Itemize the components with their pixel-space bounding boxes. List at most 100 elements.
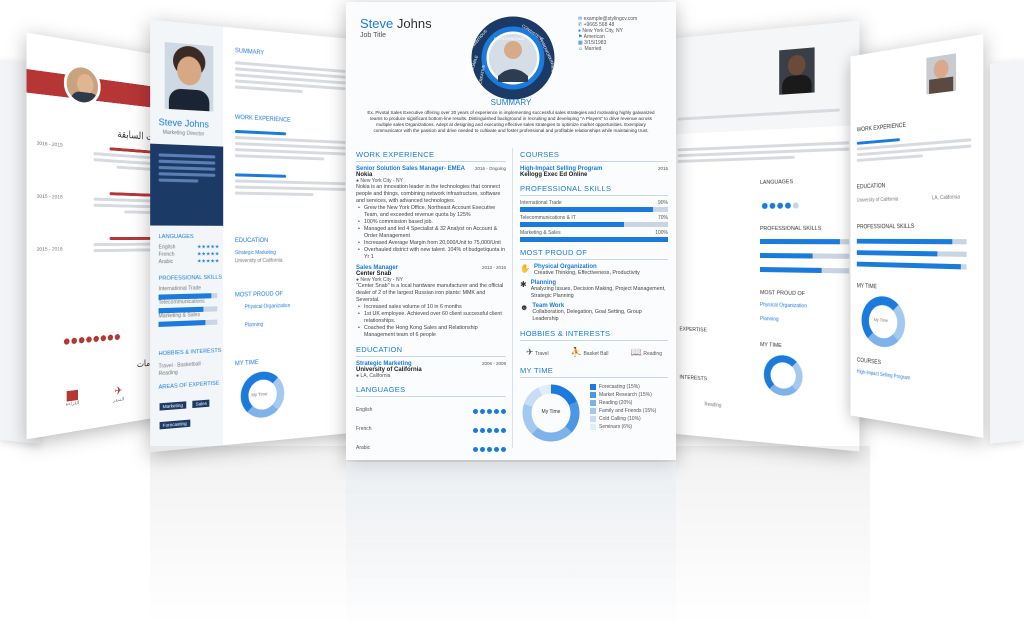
level-dot bbox=[473, 447, 478, 452]
skill-name: Marketing & Sales bbox=[520, 230, 561, 236]
right-language-dots bbox=[760, 195, 799, 214]
course-entry: High-Impact Selling Program 2016 Kellogg… bbox=[520, 166, 668, 178]
skills-list: International Trade 90% Telecommunications… bbox=[520, 200, 668, 242]
team-icon: ☻ bbox=[520, 303, 528, 323]
skill-bar-fill bbox=[520, 222, 624, 227]
far-right-work-title: WORK EXPERIENCE bbox=[857, 123, 906, 134]
far-right-courses-title: COURSES bbox=[857, 358, 881, 367]
far-right-work-lines bbox=[857, 129, 972, 165]
basketball-icon: ⛹ bbox=[571, 347, 582, 357]
hobbies-section-title: HOBBIES & INTERESTS bbox=[520, 329, 668, 341]
far-right-time-donut: My Time bbox=[862, 295, 906, 349]
hobby-reading: 📖 Reading bbox=[631, 347, 662, 358]
legend-swatch bbox=[590, 392, 596, 398]
arabic-hobby-2: ✈ السفر bbox=[113, 384, 124, 405]
avatar bbox=[926, 53, 956, 94]
skill-name: Telecommunications & IT bbox=[520, 215, 576, 221]
language-name: French bbox=[356, 426, 372, 432]
language-row: Arabic bbox=[356, 439, 506, 457]
left-work-lines bbox=[235, 127, 346, 200]
left-expertise-tags: Marketing Sales Forecasting bbox=[159, 391, 222, 433]
left-education-school: University of California bbox=[235, 258, 283, 266]
skill-row: Marketing & Sales 100% bbox=[520, 230, 668, 242]
badge-labels: RELIABLE AMBITIOUS HONEST CONSISTENT HAR… bbox=[456, 10, 572, 100]
skill-row: Telecommunications & IT 70% bbox=[520, 215, 668, 227]
main-resume-card[interactable]: Steve Johns Job Title RELIABLE AMBITIOUS… bbox=[346, 2, 676, 460]
arabic-year-3: 2015 - 2016 bbox=[37, 246, 63, 254]
legend-label: Family and Friends (15%) bbox=[599, 408, 656, 414]
far-right-course-name: High-Impact Selling Program bbox=[857, 369, 910, 383]
language-row: English bbox=[356, 401, 506, 419]
main-job-title: Job Title bbox=[360, 32, 386, 39]
far-right-time-title: MY TIME bbox=[857, 284, 877, 291]
proud-section-title: MOST PROUD OF bbox=[520, 248, 668, 260]
main-summary-text: Ex. Pivotal Sales Executive offering ove… bbox=[364, 110, 658, 134]
skill-percent: 100% bbox=[655, 230, 668, 236]
language-level bbox=[471, 401, 506, 419]
avatar bbox=[64, 62, 101, 108]
legend-swatch bbox=[590, 400, 596, 406]
avatar bbox=[779, 47, 814, 94]
ghost-sheet-right bbox=[990, 60, 1024, 444]
far-right-skills-title: PROFESSIONAL SKILLS bbox=[857, 224, 915, 230]
languages-list: English French Arabic bbox=[356, 401, 506, 457]
left-time-title: MY TIME bbox=[235, 360, 259, 367]
right-time-title: MY TIME bbox=[760, 342, 782, 349]
skill-bar-fill bbox=[520, 237, 668, 242]
proud-item: ✋ Physical Organization Creative Thinking… bbox=[520, 264, 668, 277]
time-legend: Forecasting (15%) Market Research (15%) Re… bbox=[590, 384, 670, 432]
skill-percent: 90% bbox=[658, 200, 668, 206]
legend-label: Reading (20%) bbox=[599, 400, 632, 406]
language-row: French bbox=[356, 420, 506, 438]
left-proud-title: MOST PROUD OF bbox=[235, 291, 283, 298]
time-section-title: MY TIME bbox=[520, 366, 668, 378]
skills-section-title: PROFESSIONAL SKILLS bbox=[520, 184, 668, 196]
time-slice bbox=[535, 429, 569, 437]
left-skills-title: PROFESSIONAL SKILLS bbox=[159, 275, 222, 282]
time-legend-item: Seminars (6%) bbox=[590, 424, 670, 430]
left-skills: International Trade Telecommunications M… bbox=[159, 285, 218, 327]
level-dot bbox=[480, 428, 485, 433]
far-right-resume-card[interactable]: WORK EXPERIENCE EDUCATION University of … bbox=[850, 34, 983, 438]
right-resume-card[interactable]: LANGUAGES PROFESSIONAL SKILLS MOST PROUD… bbox=[669, 20, 860, 451]
language-level bbox=[471, 420, 506, 438]
skill-bar-fill bbox=[520, 207, 653, 212]
legend-swatch bbox=[590, 384, 596, 390]
left-contact-block bbox=[150, 144, 223, 226]
legend-label: Forecasting (15%) bbox=[599, 384, 640, 390]
time-legend-item: Family and Friends (15%) bbox=[590, 408, 670, 414]
level-dot bbox=[480, 409, 485, 414]
legend-label: Market Research (15%) bbox=[599, 392, 652, 398]
legend-swatch bbox=[590, 408, 596, 414]
arabic-hobby-1: القراءة bbox=[66, 390, 80, 409]
far-right-skill-bars bbox=[857, 238, 967, 270]
skill-bar-track bbox=[520, 237, 668, 242]
right-hobby: Reading bbox=[704, 402, 721, 410]
right-proud-2: Planning bbox=[760, 316, 779, 324]
legend-swatch bbox=[590, 424, 596, 430]
proud-item: ✱ Planning Analyzing Issues, Decision Mak… bbox=[520, 280, 668, 300]
main-name: Steve Johns bbox=[360, 16, 432, 31]
right-summary-lines bbox=[678, 138, 849, 166]
puzzle-icon: ✱ bbox=[520, 280, 527, 300]
airplane-icon: ✈ bbox=[526, 347, 534, 357]
skill-bar-track bbox=[520, 207, 668, 212]
language-name: English bbox=[356, 407, 372, 413]
skill-percent: 70% bbox=[658, 215, 668, 221]
left-summary-title: SUMMARY bbox=[235, 48, 264, 57]
level-dot bbox=[494, 409, 499, 414]
level-dot bbox=[501, 409, 506, 414]
arabic-year-2: 2015 - 2016 bbox=[37, 194, 63, 202]
left-education-title: EDUCATION bbox=[235, 238, 268, 244]
left-resume-card[interactable]: Steve Johns Marketing Director LANGUAGES… bbox=[150, 20, 355, 453]
right-languages-title: LANGUAGES bbox=[760, 179, 793, 186]
right-proud-1: Physical Organization bbox=[760, 302, 807, 311]
hobby-travel: ✈ Travel bbox=[526, 347, 549, 358]
left-proud-1: Physical Organization bbox=[245, 303, 291, 311]
level-dot bbox=[494, 428, 499, 433]
legend-label: Cold Calling (10%) bbox=[599, 416, 641, 422]
right-interests-title: INTERESTS bbox=[679, 375, 707, 383]
time-slice bbox=[540, 389, 551, 392]
language-level bbox=[471, 439, 506, 457]
level-dot bbox=[494, 447, 499, 452]
